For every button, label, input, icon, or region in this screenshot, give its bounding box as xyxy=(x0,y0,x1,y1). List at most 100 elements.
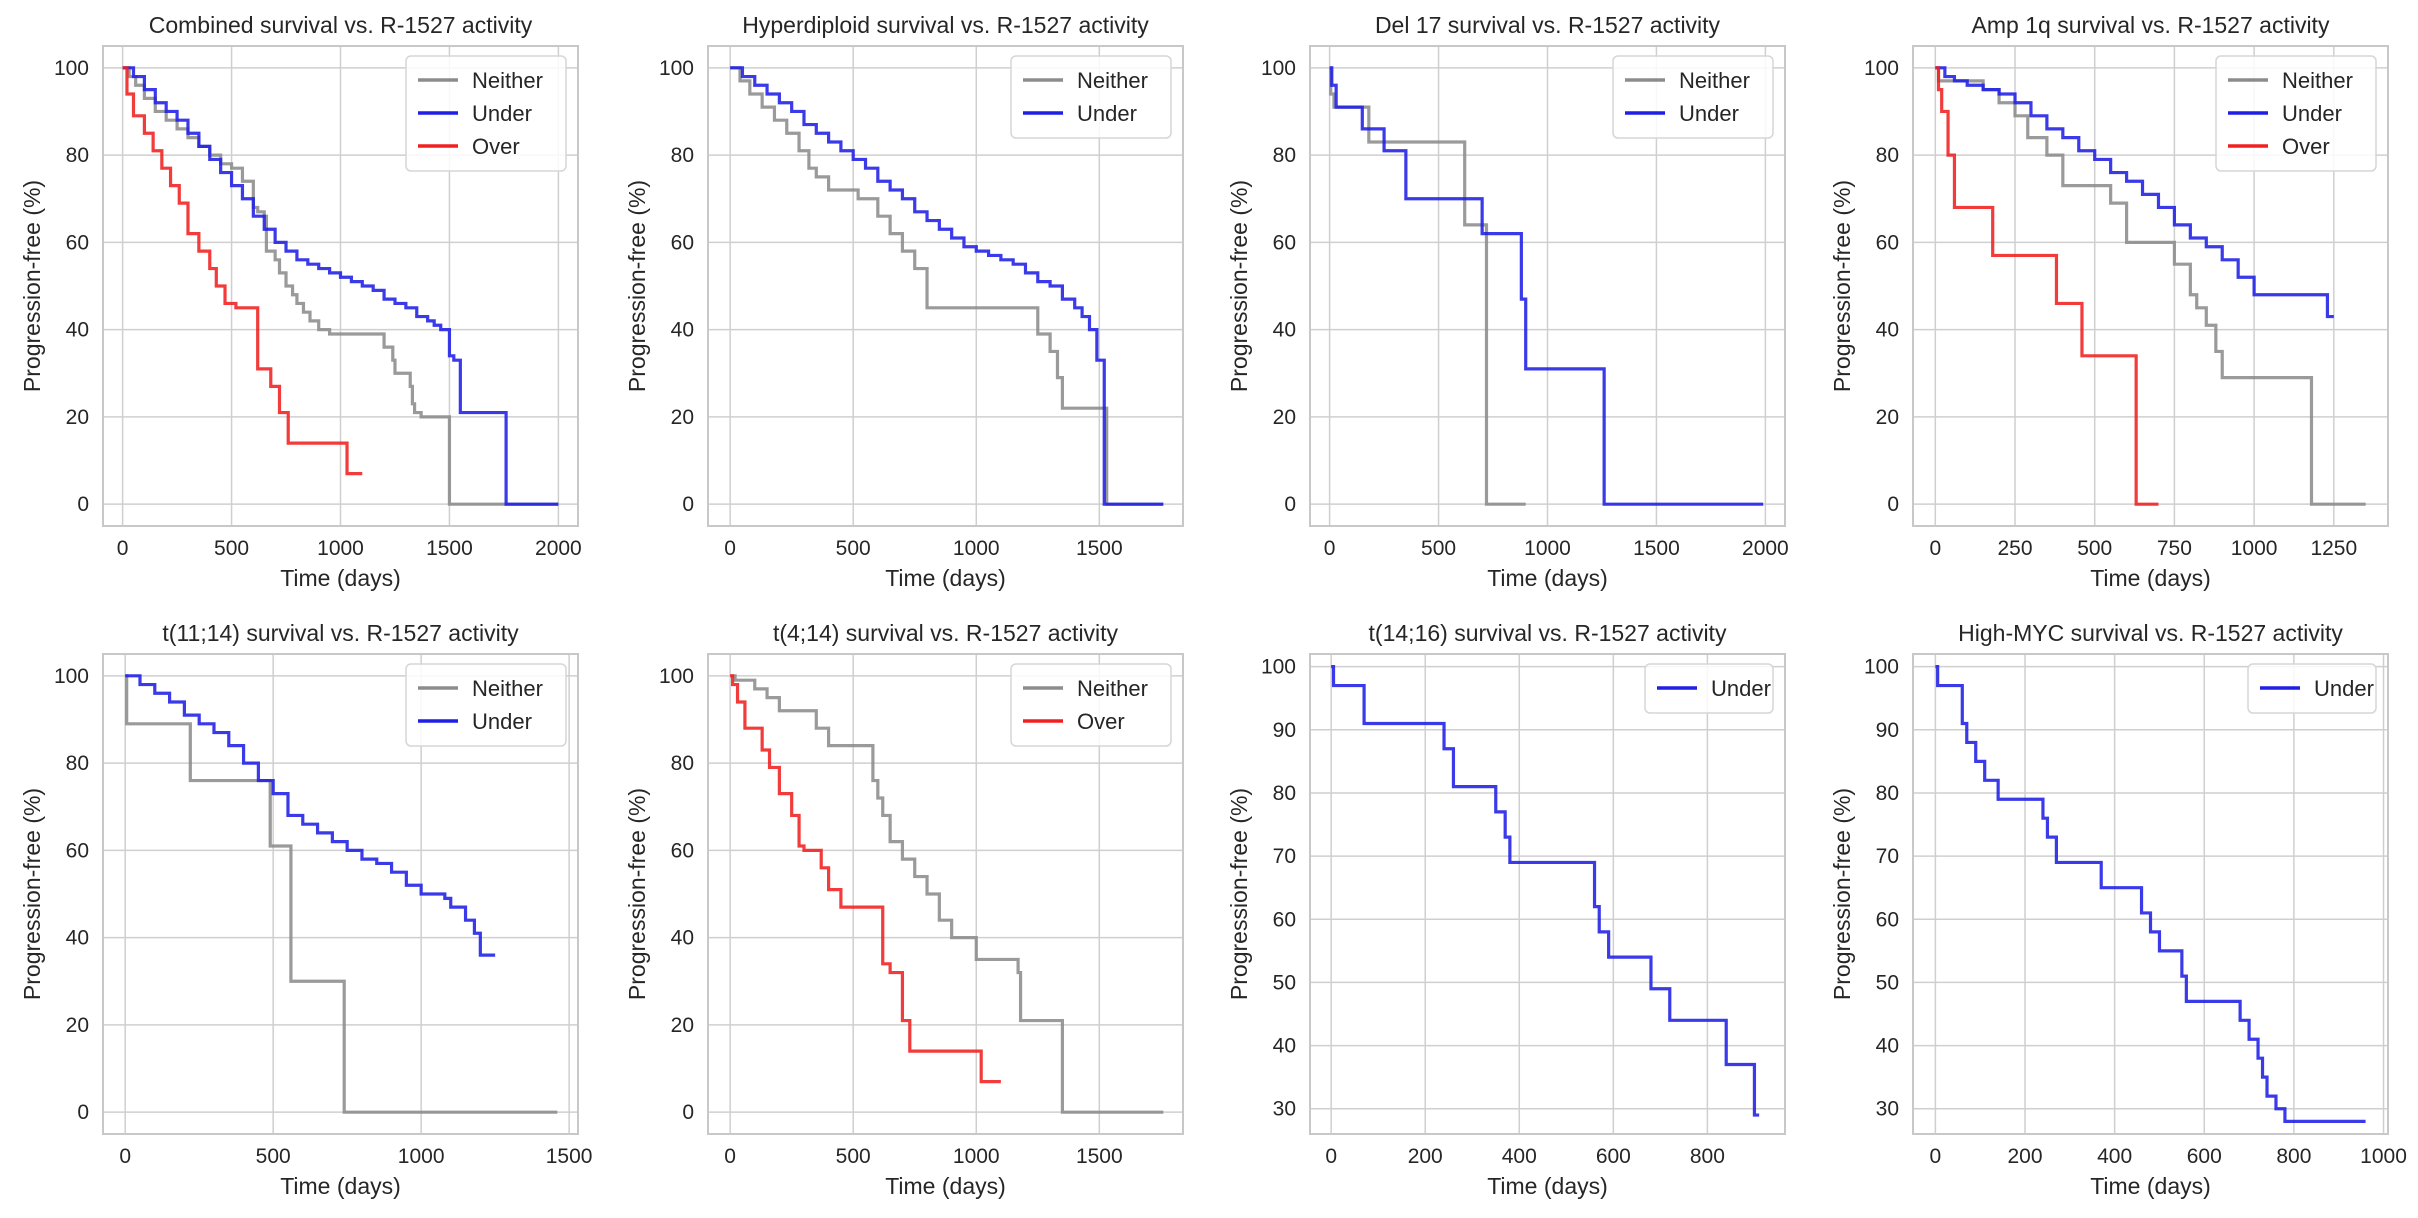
plot-frame xyxy=(1309,653,1786,1135)
y-tick-label: 100 xyxy=(659,665,694,688)
y-tick-label: 20 xyxy=(66,1014,89,1037)
x-axis-label: Time (days) xyxy=(885,1173,1006,1199)
y-tick-label: 100 xyxy=(659,57,694,80)
legend-label-under: Under xyxy=(472,101,532,126)
x-tick-label: 1000 xyxy=(317,537,364,560)
legend-box xyxy=(405,55,567,172)
x-tick-label: 2000 xyxy=(535,537,582,560)
series-neither-line xyxy=(125,674,558,1114)
legend-label-neither: Neither xyxy=(1077,676,1148,701)
x-tick-label: 800 xyxy=(2276,1145,2311,1168)
x-tick-label: 1000 xyxy=(2231,537,2278,560)
x-tick-label: 1000 xyxy=(1524,537,1571,560)
y-tick-label: 100 xyxy=(54,665,89,688)
legend: Neither Under xyxy=(1010,55,1172,139)
x-axis-label: Time (days) xyxy=(1487,565,1608,591)
y-axis-label: Progression-free (%) xyxy=(624,788,650,1000)
legend-label-neither: Neither xyxy=(1679,68,1750,93)
y-axis-label: Progression-free (%) xyxy=(1226,788,1252,1000)
x-tick-label: 1500 xyxy=(426,537,473,560)
legend-label-under: Under xyxy=(1679,101,1739,126)
legend-label-neither: Neither xyxy=(2282,68,2353,93)
y-tick-label: 0 xyxy=(77,493,89,516)
y-tick-label: 40 xyxy=(1876,1035,1899,1058)
x-tick-label: 0 xyxy=(1324,537,1336,560)
chart-panel-7: 0 200 400 600 800 30 40 50 60 70 80 90 100 t(14;16) s… xyxy=(1226,620,1786,1199)
y-tick-label: 40 xyxy=(1273,1035,1296,1058)
x-tick-label: 1500 xyxy=(1076,537,1123,560)
x-tick-label: 750 xyxy=(2157,537,2192,560)
x-tick-label: 400 xyxy=(1502,1145,1537,1168)
legend-label-under: Under xyxy=(1711,676,1771,701)
series-over-line xyxy=(122,66,363,476)
y-tick-label: 70 xyxy=(1876,845,1899,868)
x-tick-label: 200 xyxy=(2008,1145,2043,1168)
plot-frame xyxy=(707,653,1184,1135)
legend-label-neither: Neither xyxy=(472,676,543,701)
series-neither-line xyxy=(730,66,1164,506)
legend: Neither Under xyxy=(405,663,567,747)
x-tick-label: 500 xyxy=(214,537,249,560)
legend-label-over: Over xyxy=(1077,709,1125,734)
y-tick-label: 40 xyxy=(1273,319,1296,342)
y-tick-label: 30 xyxy=(1876,1098,1899,1121)
x-tick-label: 1000 xyxy=(953,537,1000,560)
x-tick-label: 800 xyxy=(1690,1145,1725,1168)
chart-panel-1: 0 500 1000 1500 2000 0 20 40 60 80 100 Combined sur… xyxy=(19,12,582,591)
legend-box xyxy=(2215,55,2377,172)
chart-panel-3: 0 500 1000 1500 2000 0 20 40 60 80 100 Del 17 survi… xyxy=(1226,12,1789,591)
x-tick-label: 0 xyxy=(724,1145,736,1168)
y-tick-label: 40 xyxy=(1876,319,1899,342)
legend-box xyxy=(2247,663,2377,714)
x-tick-label: 0 xyxy=(117,537,129,560)
chart-title: t(14;16) survival vs. R-1527 activity xyxy=(1369,620,1727,646)
y-tick-label: 20 xyxy=(1876,406,1899,429)
legend-box xyxy=(1010,55,1172,139)
y-tick-label: 80 xyxy=(66,752,89,775)
x-axis-label: Time (days) xyxy=(2090,565,2211,591)
y-tick-label: 90 xyxy=(1876,719,1899,742)
legend-box xyxy=(1612,55,1774,139)
y-tick-label: 50 xyxy=(1273,971,1296,994)
x-tick-label: 400 xyxy=(2097,1145,2132,1168)
chart-panel-6: 0 500 1000 1500 0 20 40 60 80 100 t(4;14) survival… xyxy=(624,620,1184,1199)
y-axis-label: Progression-free (%) xyxy=(19,180,45,392)
plot-frame xyxy=(1912,45,2389,527)
y-tick-label: 60 xyxy=(1273,231,1296,254)
x-tick-label: 200 xyxy=(1408,1145,1443,1168)
chart-panel-4: 0 250 500 750 1000 1250 0 20 40 60 80 100 Amp 1q sur… xyxy=(1829,12,2389,591)
x-axis-label: Time (days) xyxy=(1487,1173,1608,1199)
series-under-line xyxy=(1935,665,2366,1123)
legend-label-under: Under xyxy=(2314,676,2374,701)
y-tick-label: 20 xyxy=(66,406,89,429)
chart-panel-5: 0 500 1000 1500 0 20 40 60 80 100 t(11;14) surviva… xyxy=(19,620,592,1199)
x-tick-label: 0 xyxy=(1325,1145,1337,1168)
series-under-line xyxy=(1331,665,1760,1117)
y-tick-label: 30 xyxy=(1273,1098,1296,1121)
y-tick-label: 60 xyxy=(66,839,89,862)
x-tick-label: 500 xyxy=(1421,537,1456,560)
y-tick-label: 40 xyxy=(671,927,694,950)
chart-title: Hyperdiploid survival vs. R-1527 activit… xyxy=(742,12,1149,38)
series-under-line xyxy=(1935,66,2334,319)
x-tick-label: 0 xyxy=(1930,1145,1942,1168)
legend-label-neither: Neither xyxy=(472,68,543,93)
legend-box xyxy=(1010,663,1172,747)
x-tick-label: 600 xyxy=(1596,1145,1631,1168)
y-tick-label: 80 xyxy=(66,144,89,167)
y-tick-label: 20 xyxy=(671,406,694,429)
series-under-line xyxy=(122,66,559,506)
x-tick-label: 0 xyxy=(119,1145,131,1168)
legend: Neither Under xyxy=(1612,55,1774,139)
y-tick-label: 0 xyxy=(682,1101,694,1124)
x-tick-label: 500 xyxy=(836,537,871,560)
y-axis-label: Progression-free (%) xyxy=(624,180,650,392)
y-tick-label: 80 xyxy=(1273,782,1296,805)
series-neither-line xyxy=(1329,66,1526,506)
plot-frame xyxy=(1309,45,1786,527)
y-tick-label: 20 xyxy=(1273,406,1296,429)
series-under-line xyxy=(730,66,1164,506)
chart-title: t(4;14) survival vs. R-1527 activity xyxy=(773,620,1119,646)
y-tick-label: 40 xyxy=(671,319,694,342)
y-tick-label: 100 xyxy=(1864,57,1899,80)
